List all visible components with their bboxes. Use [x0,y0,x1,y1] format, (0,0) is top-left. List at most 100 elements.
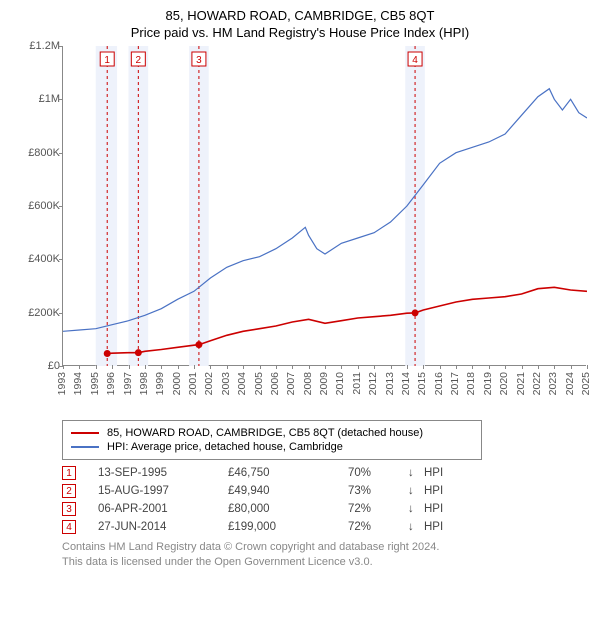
x-tick-label: 1994 [72,372,84,395]
down-arrow-icon: ↓ [408,485,424,497]
series-marker [195,341,202,348]
legend-label: 85, HOWARD ROAD, CAMBRIDGE, CB5 8QT (det… [107,427,423,439]
y-tick-label: £400K [28,253,60,265]
legend-swatch [71,432,99,434]
page-subtitle: Price paid vs. HM Land Registry's House … [14,25,586,40]
x-tick-label: 2025 [580,372,592,395]
y-tick-label: £800K [28,147,60,159]
y-tick-label: £200K [28,307,60,319]
x-tick-label: 1995 [89,372,101,395]
footer-line-2: This data is licensed under the Open Gov… [62,555,586,570]
legend-swatch [71,446,99,448]
transaction-date: 27-JUN-2014 [98,521,228,533]
transaction-pct: 70% [348,467,408,479]
x-tick-label: 2023 [547,372,559,395]
down-arrow-icon: ↓ [408,467,424,479]
legend-item: HPI: Average price, detached house, Camb… [71,441,473,453]
top-marker-4: 4 [408,52,422,66]
x-tick-label: 2000 [171,372,183,395]
x-tick-label: 2022 [531,372,543,395]
transaction-marker: 4 [62,520,76,534]
series-marker [412,309,419,316]
x-tick-label: 1996 [105,372,117,395]
transaction-marker: 1 [62,466,76,480]
x-tick-label: 2021 [515,372,527,395]
x-tick-label: 2006 [269,372,281,395]
top-marker-3: 3 [192,52,206,66]
x-tick-label: 2005 [253,372,265,395]
x-tick-label: 2001 [187,372,199,395]
transaction-marker: 2 [62,484,76,498]
x-tick-label: 2014 [400,372,412,395]
transaction-row: 3 06-APR-2001£80,00072%↓HPI [62,502,572,516]
transaction-price: £46,750 [228,467,348,479]
down-arrow-icon: ↓ [408,503,424,515]
x-tick-label: 1997 [122,372,134,395]
chart-container: 85, HOWARD ROAD, CAMBRIDGE, CB5 8QT Pric… [0,0,600,620]
x-tick-label: 2018 [465,372,477,395]
series-marker [135,349,142,356]
y-axis-labels: £0£200K£400K£600K£800K£1M£1.2M [14,46,62,366]
transaction-date: 15-AUG-1997 [98,485,228,497]
top-marker-1: 1 [100,52,114,66]
x-tick-label: 2002 [203,372,215,395]
transaction-pct: 72% [348,521,408,533]
x-tick-label: 2009 [318,372,330,395]
x-tick-label: 2017 [449,372,461,395]
transaction-hpi-label: HPI [424,503,464,515]
top-marker-2: 2 [131,52,145,66]
transaction-row: 1 13-SEP-1995£46,75070%↓HPI [62,466,572,480]
transaction-pct: 72% [348,503,408,515]
legend-label: HPI: Average price, detached house, Camb… [107,441,343,453]
svg-text:3: 3 [196,55,202,66]
transaction-hpi-label: HPI [424,467,464,479]
y-tick-label: £600K [28,200,60,212]
legend-box: 85, HOWARD ROAD, CAMBRIDGE, CB5 8QT (det… [62,420,482,460]
svg-text:4: 4 [412,55,418,66]
y-tick-label: £1M [39,93,60,105]
x-tick-label: 2010 [334,372,346,395]
transaction-hpi-label: HPI [424,485,464,497]
x-tick-label: 2003 [220,372,232,395]
transaction-hpi-label: HPI [424,521,464,533]
series-line-property [107,287,587,353]
svg-text:1: 1 [104,55,110,66]
x-axis-labels: 1993199419951996199719981999200020012002… [62,368,586,416]
x-tick-label: 1998 [138,372,150,395]
y-tick-label: £1.2M [29,40,60,52]
x-tick-label: 1993 [56,372,68,395]
x-tick-label: 2019 [482,372,494,395]
transaction-row: 4 27-JUN-2014£199,00072%↓HPI [62,520,572,534]
series-marker [104,350,111,357]
transaction-price: £80,000 [228,503,348,515]
x-tick-label: 2024 [564,372,576,395]
x-tick-label: 2011 [351,372,363,395]
transaction-price: £199,000 [228,521,348,533]
x-tick-label: 2007 [285,372,297,395]
chart-svg: 1 2 3 4 [63,46,587,366]
transactions-table: 113-SEP-1995£46,75070%↓HPI215-AUG-1997£4… [62,466,572,534]
x-tick-label: 2016 [433,372,445,395]
down-arrow-icon: ↓ [408,521,424,533]
transaction-row: 2 15-AUG-1997£49,94073%↓HPI [62,484,572,498]
transaction-date: 13-SEP-1995 [98,467,228,479]
chart-area: £0£200K£400K£600K£800K£1M£1.2M 1234 1993… [14,46,586,416]
x-tick-label: 2015 [416,372,428,395]
footer-attribution: Contains HM Land Registry data © Crown c… [62,540,586,570]
transaction-pct: 73% [348,485,408,497]
x-tick-label: 2020 [498,372,510,395]
legend-item: 85, HOWARD ROAD, CAMBRIDGE, CB5 8QT (det… [71,427,473,439]
page-title: 85, HOWARD ROAD, CAMBRIDGE, CB5 8QT [14,8,586,23]
background-band [96,46,117,366]
transaction-price: £49,940 [228,485,348,497]
x-tick-label: 1999 [154,372,166,395]
x-tick-label: 2012 [367,372,379,395]
x-tick-label: 2008 [302,372,314,395]
plot-area: 1 2 3 4 [62,46,586,366]
transaction-date: 06-APR-2001 [98,503,228,515]
x-tick-label: 2013 [384,372,396,395]
footer-line-1: Contains HM Land Registry data © Crown c… [62,540,586,555]
svg-text:2: 2 [136,55,142,66]
x-tick-label: 2004 [236,372,248,395]
transaction-marker: 3 [62,502,76,516]
